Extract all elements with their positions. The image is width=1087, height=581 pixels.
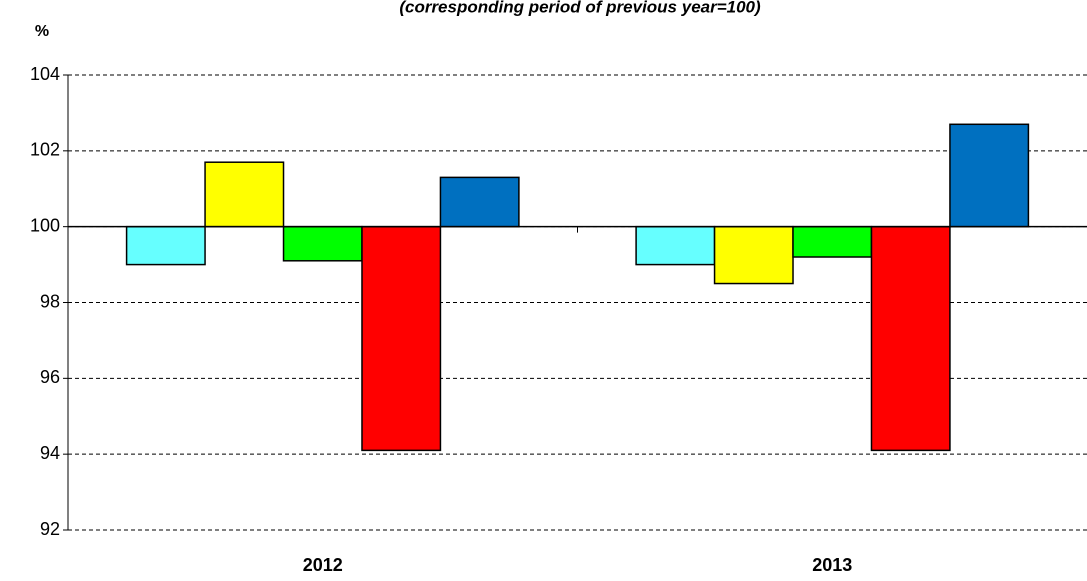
y-tick-label: 102 [30,140,60,160]
chart-subtitle: (corresponding period of previous year=1… [399,0,761,16]
y-tick-label: 98 [40,291,60,311]
y-tick-label: 104 [30,64,60,84]
bar [125,225,206,266]
y-axis-label: % [35,23,49,40]
bar [282,225,363,262]
y-tick-label: 92 [40,519,60,539]
bar [792,225,873,258]
bar [439,176,520,228]
bar [204,161,285,228]
bar [870,225,951,452]
x-tick-label: 2013 [812,555,852,575]
bar [949,123,1030,228]
x-tick-label: 2012 [303,555,343,575]
y-tick-label: 94 [40,443,60,463]
bar [361,225,442,452]
y-tick-label: 100 [30,215,60,235]
bar [635,225,716,266]
y-tick-label: 96 [40,367,60,387]
bar [713,225,794,285]
